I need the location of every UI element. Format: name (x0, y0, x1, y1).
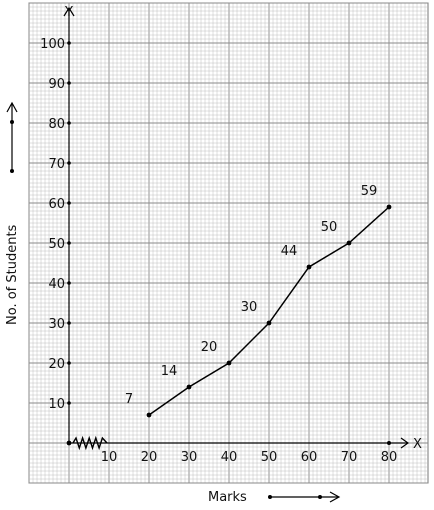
data-point (146, 412, 152, 418)
x-title-arrow-dot (268, 495, 272, 499)
x-axis-arrow (400, 437, 410, 449)
origin-point (66, 440, 72, 446)
y-tick-label: 80 (48, 117, 65, 132)
data-label: 7 (125, 392, 133, 407)
y-tick-label: 100 (40, 37, 65, 52)
x-axis-title: Marks (208, 490, 247, 505)
y-tick-label: 50 (48, 237, 65, 252)
x-tick-mark (387, 441, 391, 445)
axes (63, 6, 410, 451)
x-axis-letter: X (413, 437, 422, 452)
y-tick-mark (67, 201, 71, 205)
y-tick-mark (67, 121, 71, 125)
data-label: 20 (201, 340, 218, 355)
x-tick-label: 80 (381, 450, 398, 465)
x-axis-title-arrow (268, 491, 341, 503)
x-title-arrow-dot (318, 495, 322, 499)
x-tick-label: 10 (101, 450, 118, 465)
y-tick-label: 70 (48, 157, 65, 172)
data-point (346, 240, 352, 246)
x-axis-break (72, 435, 108, 451)
data-point (306, 264, 312, 270)
x-tick-label: 40 (221, 450, 238, 465)
y-tick-label: 10 (48, 397, 65, 412)
y-axis-title: No. of Students (5, 224, 20, 325)
data-label: 30 (241, 300, 258, 315)
data-point (266, 320, 272, 326)
y-tick-mark (67, 161, 71, 165)
tick-labels: 10 20 30 40 50 60 70 80 10 20 30 40 50 60 70 80 90 100 (40, 37, 397, 465)
y-title-arrow-dot (10, 169, 14, 173)
grid-lines (28, 2, 429, 484)
y-axis-letter: Y (64, 5, 73, 20)
y-tick-mark (67, 81, 71, 85)
data-label: 44 (281, 244, 298, 259)
y-tick-mark (67, 401, 71, 405)
data-point (226, 360, 232, 366)
data-label: 59 (361, 184, 378, 199)
data-point (186, 384, 192, 390)
data-label: 14 (161, 364, 178, 379)
x-tick-label: 70 (341, 450, 358, 465)
x-tick-label: 50 (261, 450, 278, 465)
y-title-arrow-dot (10, 120, 14, 124)
y-tick-label: 30 (48, 317, 65, 332)
data-point (386, 204, 392, 210)
y-tick-mark (67, 41, 71, 45)
y-tick-label: 40 (48, 277, 65, 292)
y-axis-title-arrow (6, 101, 18, 173)
y-tick-label: 60 (48, 197, 65, 212)
x-tick-label: 30 (181, 450, 198, 465)
x-tick-label: 20 (141, 450, 158, 465)
y-axis-arrow (63, 6, 75, 17)
y-tick-label: 20 (48, 357, 65, 372)
y-tick-mark (67, 241, 71, 245)
x-title-arrow-head (329, 491, 341, 503)
y-tick-mark (67, 361, 71, 365)
y-title-arrow-head (6, 101, 18, 113)
y-tick-mark (67, 281, 71, 285)
data-label: 50 (321, 220, 338, 235)
series-cumulative-frequency (146, 204, 392, 418)
data-labels: 7 14 20 30 44 50 59 (125, 184, 377, 407)
y-tick-mark (67, 321, 71, 325)
x-tick-label: 60 (301, 450, 318, 465)
y-tick-label: 90 (48, 77, 65, 92)
